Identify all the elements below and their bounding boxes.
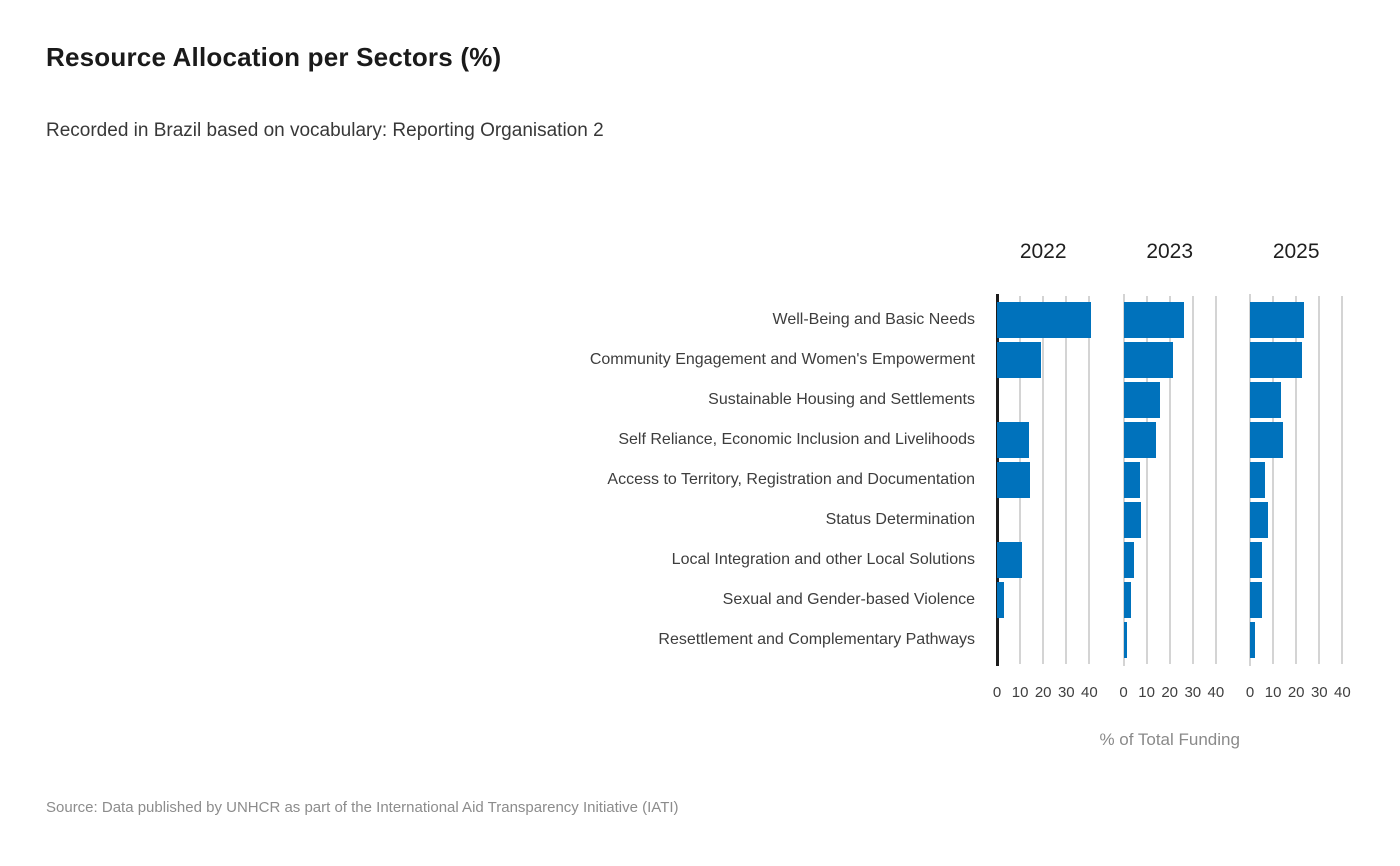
x-tick-label: 10: [1264, 684, 1282, 701]
bar-2023: [1123, 422, 1156, 458]
gridline: [1042, 296, 1045, 664]
category-label: Well-Being and Basic Needs: [772, 311, 975, 328]
chart-title: Resource Allocation per Sectors (%): [46, 42, 502, 72]
chart-subtitle: Recorded in Brazil based on vocabulary: …: [46, 120, 604, 141]
facet-year-label: 2022: [1019, 240, 1067, 263]
x-tick-label: 40: [1081, 684, 1098, 701]
bar-2022: [997, 462, 1031, 498]
bar-2022: [997, 342, 1041, 378]
bar-2023: [1123, 502, 1141, 538]
x-tick-label: 0: [992, 684, 1002, 701]
gridline: [1272, 296, 1275, 664]
x-tick-label: 10: [1138, 684, 1155, 701]
bar-2025: [1250, 502, 1268, 538]
bar-2025: [1250, 422, 1284, 458]
x-axis-title: % of Total Funding: [1099, 730, 1240, 749]
bar-2022: [997, 542, 1023, 578]
bar-2023: [1123, 542, 1134, 578]
category-label: Resettlement and Complementary Pathways: [658, 631, 975, 648]
x-tick-label: 30: [1184, 684, 1202, 701]
category-label: Local Integration and other Local Soluti…: [671, 551, 975, 568]
gridline: [1214, 296, 1217, 664]
facet-year-label: 2025: [1272, 240, 1320, 263]
facet-panel: [1249, 294, 1348, 666]
gridline: [1065, 296, 1068, 664]
source-note: Source: Data published by UNHCR as part …: [46, 799, 679, 816]
facet-year-label: 2023: [1146, 240, 1194, 263]
gridline: [1295, 296, 1298, 664]
bar-2025: [1250, 342, 1302, 378]
x-tick-label: 10: [1011, 684, 1029, 701]
category-label: Self Reliance, Economic Inclusion and Li…: [618, 431, 975, 448]
bar-2023: [1123, 342, 1173, 378]
gridline: [1168, 296, 1171, 664]
bar-2023: [1123, 622, 1128, 658]
x-tick-label: 20: [1287, 684, 1305, 701]
category-label: Community Engagement and Women's Empower…: [589, 351, 975, 368]
category-label: Access to Territory, Registration and Do…: [607, 471, 975, 488]
category-label: Status Determination: [825, 511, 975, 528]
bar-2025: [1250, 622, 1256, 658]
bar-2023: [1123, 582, 1132, 618]
bar-2022: [997, 582, 1005, 618]
facet-panel: [995, 294, 1095, 666]
gridline: [1191, 296, 1194, 664]
bar-2023: [1123, 462, 1140, 498]
x-tick-label: 0: [1119, 684, 1128, 701]
bar-2025: [1250, 382, 1282, 418]
x-tick-label: 40: [1334, 684, 1351, 701]
gridline: [1341, 296, 1344, 664]
gridline: [1088, 296, 1091, 664]
x-tick-label: 30: [1057, 684, 1075, 701]
bar-2025: [1250, 542, 1262, 578]
category-label: Sexual and Gender-based Violence: [722, 591, 975, 608]
x-tick-label: 20: [1034, 684, 1052, 701]
bar-2025: [1250, 462, 1266, 498]
x-tick-label: 0: [1245, 684, 1255, 701]
category-label: Sustainable Housing and Settlements: [708, 391, 975, 408]
gridline: [1145, 296, 1148, 664]
category-axis-labels: Well-Being and Basic Needs Community Enga…: [200, 300, 975, 660]
gridline: [1318, 296, 1321, 664]
bar-2025: [1250, 302, 1304, 338]
x-tick-label: 40: [1207, 684, 1225, 701]
bar-2025: [1250, 582, 1262, 618]
x-tick-label: 30: [1310, 684, 1328, 701]
bar-2022: [997, 302, 1092, 338]
bar-2023: [1123, 302, 1185, 338]
facet-panel: [1122, 294, 1222, 666]
bar-2023: [1123, 382, 1160, 418]
x-tick-label: 20: [1161, 684, 1179, 701]
bar-2022: [997, 422, 1030, 458]
